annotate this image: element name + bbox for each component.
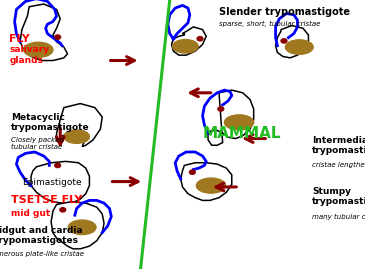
Text: numerous plate-like cristae: numerous plate-like cristae xyxy=(0,251,85,257)
Ellipse shape xyxy=(173,40,198,53)
Text: Slender trypomastigote: Slender trypomastigote xyxy=(219,7,350,17)
Ellipse shape xyxy=(285,40,313,54)
Text: Stumpy
trypomastigote: Stumpy trypomastigote xyxy=(312,187,365,206)
Polygon shape xyxy=(276,26,308,58)
Polygon shape xyxy=(181,163,232,200)
Circle shape xyxy=(189,170,195,174)
Ellipse shape xyxy=(68,220,96,235)
Polygon shape xyxy=(31,161,89,203)
Ellipse shape xyxy=(24,42,53,57)
Circle shape xyxy=(281,39,287,43)
Circle shape xyxy=(197,37,203,41)
Text: Metacyclic
trypomastigote: Metacyclic trypomastigote xyxy=(11,113,89,132)
Polygon shape xyxy=(57,104,102,147)
Text: MAMMAL: MAMMAL xyxy=(203,126,281,141)
Polygon shape xyxy=(20,4,68,61)
Text: salivary
glands: salivary glands xyxy=(9,45,49,65)
Polygon shape xyxy=(208,90,254,145)
Text: sparse, short, tubular cristae: sparse, short, tubular cristae xyxy=(219,21,320,27)
Polygon shape xyxy=(51,202,104,249)
Text: mid gut: mid gut xyxy=(11,209,50,218)
Text: FLY: FLY xyxy=(9,34,30,44)
Circle shape xyxy=(57,138,63,143)
Text: many tubular cristae: many tubular cristae xyxy=(312,214,365,220)
Text: Epimastigote: Epimastigote xyxy=(22,178,81,187)
Ellipse shape xyxy=(196,178,226,193)
Ellipse shape xyxy=(224,115,254,130)
Circle shape xyxy=(60,208,66,212)
Circle shape xyxy=(55,35,61,39)
Polygon shape xyxy=(172,27,206,55)
Circle shape xyxy=(55,163,61,168)
Text: TSETSE FLY: TSETSE FLY xyxy=(11,195,82,206)
Text: Intermediate
trypomastigote: Intermediate trypomastigote xyxy=(312,136,365,155)
Text: Closely packed
tubular cristae: Closely packed tubular cristae xyxy=(11,137,64,150)
Circle shape xyxy=(218,107,224,111)
Text: Midgut and cardia
trypomastigotes: Midgut and cardia trypomastigotes xyxy=(0,226,83,245)
Text: cristae lengthen: cristae lengthen xyxy=(312,162,365,168)
Ellipse shape xyxy=(64,130,89,143)
